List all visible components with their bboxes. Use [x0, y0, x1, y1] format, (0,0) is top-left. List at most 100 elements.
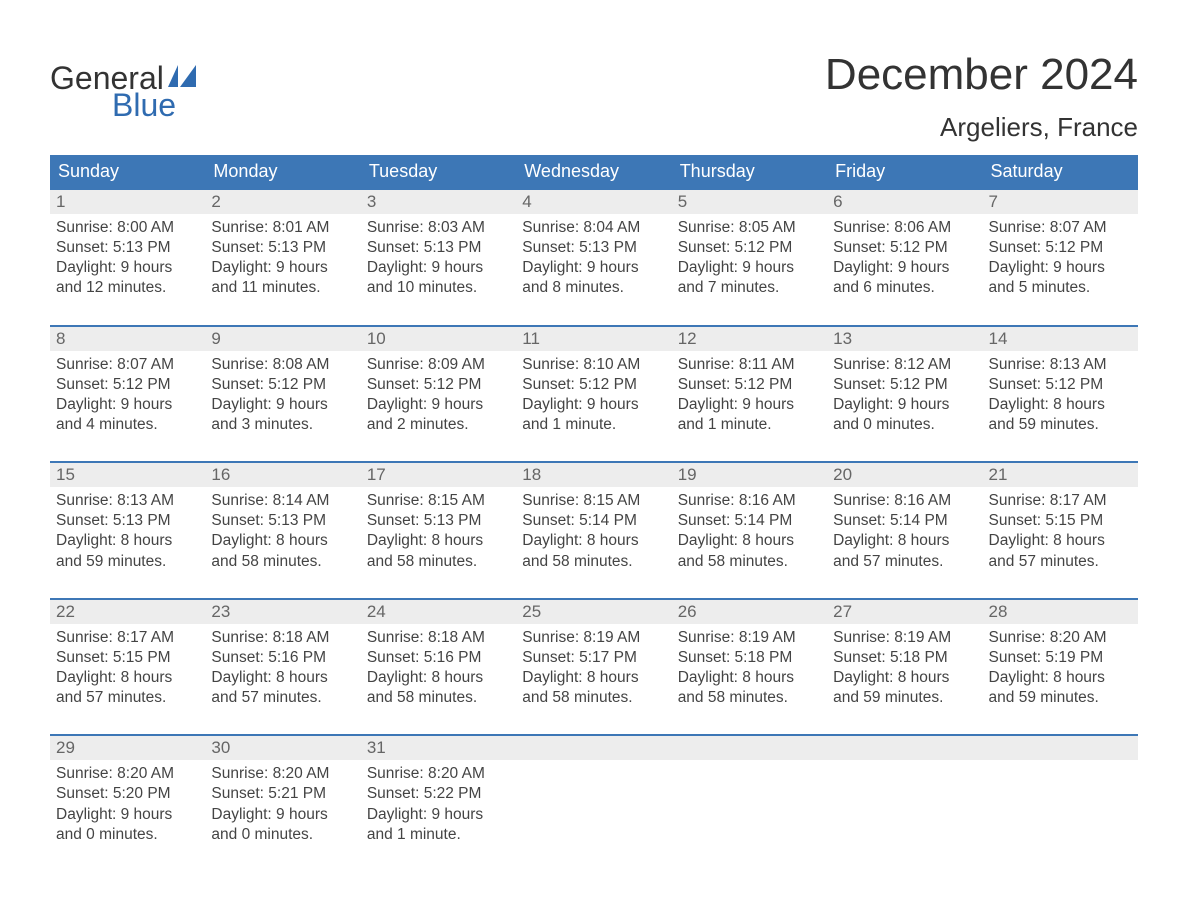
daylight-line-2: and 4 minutes. — [56, 415, 199, 435]
sunrise-line: Sunrise: 8:19 AM — [522, 628, 665, 648]
sunset-line: Sunset: 5:18 PM — [678, 648, 821, 668]
sunset-line: Sunset: 5:13 PM — [367, 511, 510, 531]
sunrise-line: Sunrise: 8:12 AM — [833, 355, 976, 375]
day-number: 28 — [983, 600, 1138, 624]
daylight-line-1: Daylight: 8 hours — [211, 668, 354, 688]
sunrise-line: Sunrise: 8:04 AM — [522, 218, 665, 238]
daylight-line-1: Daylight: 9 hours — [211, 805, 354, 825]
day-body: Sunrise: 8:19 AMSunset: 5:17 PMDaylight:… — [516, 624, 671, 709]
daylight-line-2: and 57 minutes. — [211, 688, 354, 708]
calendar: SundayMondayTuesdayWednesdayThursdayFrid… — [50, 155, 1138, 853]
day-cell: 4Sunrise: 8:04 AMSunset: 5:13 PMDaylight… — [516, 190, 671, 307]
day-number: 10 — [361, 327, 516, 351]
sunset-line: Sunset: 5:19 PM — [989, 648, 1132, 668]
day-body: Sunrise: 8:06 AMSunset: 5:12 PMDaylight:… — [827, 214, 982, 299]
sunset-line: Sunset: 5:12 PM — [678, 238, 821, 258]
daylight-line-2: and 1 minute. — [522, 415, 665, 435]
location-label: Argeliers, France — [825, 112, 1138, 143]
day-body: Sunrise: 8:10 AMSunset: 5:12 PMDaylight:… — [516, 351, 671, 436]
sunset-line: Sunset: 5:13 PM — [211, 238, 354, 258]
day-number: 1 — [50, 190, 205, 214]
weekday-sunday: Sunday — [50, 155, 205, 188]
day-number: 22 — [50, 600, 205, 624]
day-body: Sunrise: 8:20 AMSunset: 5:19 PMDaylight:… — [983, 624, 1138, 709]
day-cell: 23Sunrise: 8:18 AMSunset: 5:16 PMDayligh… — [205, 600, 360, 717]
day-cell-empty: . — [983, 736, 1138, 853]
daylight-line-1: Daylight: 8 hours — [989, 395, 1132, 415]
daylight-line-2: and 2 minutes. — [367, 415, 510, 435]
daylight-line-2: and 5 minutes. — [989, 278, 1132, 298]
day-number: 26 — [672, 600, 827, 624]
day-cell: 30Sunrise: 8:20 AMSunset: 5:21 PMDayligh… — [205, 736, 360, 853]
day-cell: 8Sunrise: 8:07 AMSunset: 5:12 PMDaylight… — [50, 327, 205, 444]
sunrise-line: Sunrise: 8:03 AM — [367, 218, 510, 238]
day-number: 3 — [361, 190, 516, 214]
day-body: Sunrise: 8:16 AMSunset: 5:14 PMDaylight:… — [672, 487, 827, 572]
daylight-line-2: and 58 minutes. — [678, 688, 821, 708]
day-cell: 10Sunrise: 8:09 AMSunset: 5:12 PMDayligh… — [361, 327, 516, 444]
sunset-line: Sunset: 5:13 PM — [367, 238, 510, 258]
weekday-header-row: SundayMondayTuesdayWednesdayThursdayFrid… — [50, 155, 1138, 188]
sunset-line: Sunset: 5:22 PM — [367, 784, 510, 804]
day-body: Sunrise: 8:18 AMSunset: 5:16 PMDaylight:… — [361, 624, 516, 709]
daylight-line-1: Daylight: 8 hours — [367, 531, 510, 551]
sunset-line: Sunset: 5:15 PM — [989, 511, 1132, 531]
sunrise-line: Sunrise: 8:07 AM — [989, 218, 1132, 238]
weekday-tuesday: Tuesday — [361, 155, 516, 188]
daylight-line-2: and 59 minutes. — [56, 552, 199, 572]
sunrise-line: Sunrise: 8:01 AM — [211, 218, 354, 238]
sunrise-line: Sunrise: 8:17 AM — [56, 628, 199, 648]
day-number: . — [827, 736, 982, 760]
sunrise-line: Sunrise: 8:20 AM — [367, 764, 510, 784]
day-number: 18 — [516, 463, 671, 487]
daylight-line-1: Daylight: 8 hours — [833, 531, 976, 551]
day-number: 8 — [50, 327, 205, 351]
weekday-saturday: Saturday — [983, 155, 1138, 188]
day-cell: 25Sunrise: 8:19 AMSunset: 5:17 PMDayligh… — [516, 600, 671, 717]
week-row: 8Sunrise: 8:07 AMSunset: 5:12 PMDaylight… — [50, 325, 1138, 444]
weekday-wednesday: Wednesday — [516, 155, 671, 188]
daylight-line-1: Daylight: 8 hours — [833, 668, 976, 688]
sunset-line: Sunset: 5:12 PM — [989, 375, 1132, 395]
day-number: 6 — [827, 190, 982, 214]
sunset-line: Sunset: 5:12 PM — [833, 375, 976, 395]
sunset-line: Sunset: 5:14 PM — [833, 511, 976, 531]
week-row: 1Sunrise: 8:00 AMSunset: 5:13 PMDaylight… — [50, 188, 1138, 307]
day-number: 11 — [516, 327, 671, 351]
sunset-line: Sunset: 5:12 PM — [833, 238, 976, 258]
sunset-line: Sunset: 5:16 PM — [211, 648, 354, 668]
daylight-line-1: Daylight: 9 hours — [211, 395, 354, 415]
day-cell: 12Sunrise: 8:11 AMSunset: 5:12 PMDayligh… — [672, 327, 827, 444]
daylight-line-1: Daylight: 8 hours — [522, 668, 665, 688]
day-body: Sunrise: 8:20 AMSunset: 5:20 PMDaylight:… — [50, 760, 205, 845]
day-cell: 1Sunrise: 8:00 AMSunset: 5:13 PMDaylight… — [50, 190, 205, 307]
sunrise-line: Sunrise: 8:09 AM — [367, 355, 510, 375]
daylight-line-1: Daylight: 8 hours — [522, 531, 665, 551]
day-cell: 21Sunrise: 8:17 AMSunset: 5:15 PMDayligh… — [983, 463, 1138, 580]
day-number: 25 — [516, 600, 671, 624]
sunrise-line: Sunrise: 8:19 AM — [833, 628, 976, 648]
day-cell: 7Sunrise: 8:07 AMSunset: 5:12 PMDaylight… — [983, 190, 1138, 307]
daylight-line-2: and 10 minutes. — [367, 278, 510, 298]
sunset-line: Sunset: 5:18 PM — [833, 648, 976, 668]
sunset-line: Sunset: 5:13 PM — [56, 511, 199, 531]
day-number: 21 — [983, 463, 1138, 487]
sunrise-line: Sunrise: 8:08 AM — [211, 355, 354, 375]
daylight-line-1: Daylight: 9 hours — [56, 258, 199, 278]
sunrise-line: Sunrise: 8:18 AM — [367, 628, 510, 648]
day-cell: 19Sunrise: 8:16 AMSunset: 5:14 PMDayligh… — [672, 463, 827, 580]
sunset-line: Sunset: 5:12 PM — [522, 375, 665, 395]
weekday-thursday: Thursday — [672, 155, 827, 188]
sunset-line: Sunset: 5:17 PM — [522, 648, 665, 668]
day-cell: 27Sunrise: 8:19 AMSunset: 5:18 PMDayligh… — [827, 600, 982, 717]
day-number: 19 — [672, 463, 827, 487]
sunrise-line: Sunrise: 8:15 AM — [367, 491, 510, 511]
day-cell: 3Sunrise: 8:03 AMSunset: 5:13 PMDaylight… — [361, 190, 516, 307]
daylight-line-2: and 58 minutes. — [678, 552, 821, 572]
daylight-line-1: Daylight: 8 hours — [56, 668, 199, 688]
day-cell: 11Sunrise: 8:10 AMSunset: 5:12 PMDayligh… — [516, 327, 671, 444]
week-row: 15Sunrise: 8:13 AMSunset: 5:13 PMDayligh… — [50, 461, 1138, 580]
daylight-line-2: and 59 minutes. — [833, 688, 976, 708]
daylight-line-1: Daylight: 8 hours — [678, 668, 821, 688]
day-cell: 6Sunrise: 8:06 AMSunset: 5:12 PMDaylight… — [827, 190, 982, 307]
